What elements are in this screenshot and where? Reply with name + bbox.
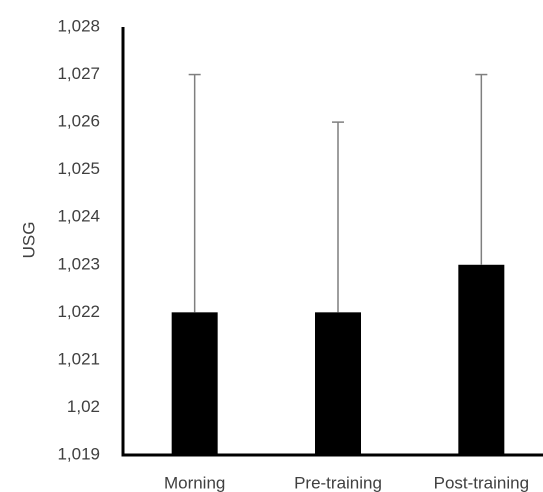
y-tick-label: 1,028 — [57, 16, 100, 35]
y-tick-label: 1,027 — [57, 64, 100, 83]
x-tick-label: Post-training — [434, 473, 529, 492]
bar — [315, 312, 361, 455]
x-tick-label: Pre-training — [294, 473, 382, 492]
x-tick-label: Morning — [164, 473, 225, 492]
bar — [458, 264, 505, 455]
y-tick-label: 1,023 — [57, 254, 100, 273]
y-tick-label: 1,026 — [57, 112, 100, 131]
y-tick-label: 1,021 — [57, 349, 100, 368]
y-tick-label: 1,02 — [67, 397, 100, 416]
y-tick-label: 1,019 — [57, 444, 100, 463]
y-axis-label: USG — [19, 222, 38, 259]
y-tick-label: 1,022 — [57, 302, 100, 321]
y-tick-label: 1,024 — [57, 207, 100, 226]
y-tick-label: 1,025 — [57, 159, 100, 178]
bar — [171, 312, 218, 455]
